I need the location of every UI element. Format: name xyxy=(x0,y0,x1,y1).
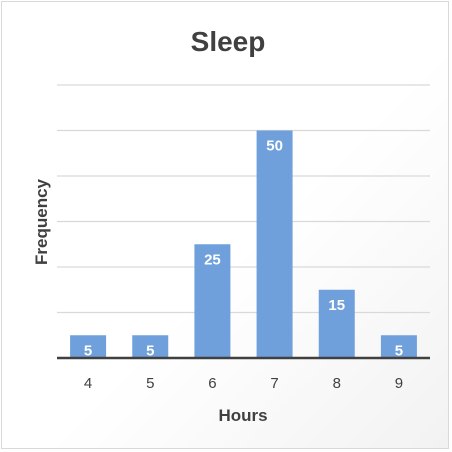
y-axis-title: Frequency xyxy=(32,178,51,265)
x-tick-label: 4 xyxy=(84,375,92,392)
x-tick-label: 5 xyxy=(146,375,154,392)
data-label: 5 xyxy=(146,342,154,359)
data-label: 15 xyxy=(328,297,345,314)
data-label: 25 xyxy=(204,251,221,268)
x-tick-label: 6 xyxy=(208,375,216,392)
x-tick-label: 8 xyxy=(333,375,341,392)
gridlines xyxy=(57,85,430,313)
x-tick-labels: 4 5 6 7 8 9 xyxy=(84,375,403,392)
x-axis-title: Hours xyxy=(218,406,267,425)
data-label: 5 xyxy=(395,342,403,359)
data-label: 50 xyxy=(266,138,283,155)
x-tick-label: 9 xyxy=(395,375,403,392)
data-label: 5 xyxy=(84,342,92,359)
bar-7 xyxy=(257,131,293,359)
data-labels: 5 5 25 50 15 5 xyxy=(84,138,403,360)
x-tick-label: 7 xyxy=(270,375,278,392)
bars xyxy=(70,131,417,359)
chart-title: Sleep xyxy=(191,26,266,57)
